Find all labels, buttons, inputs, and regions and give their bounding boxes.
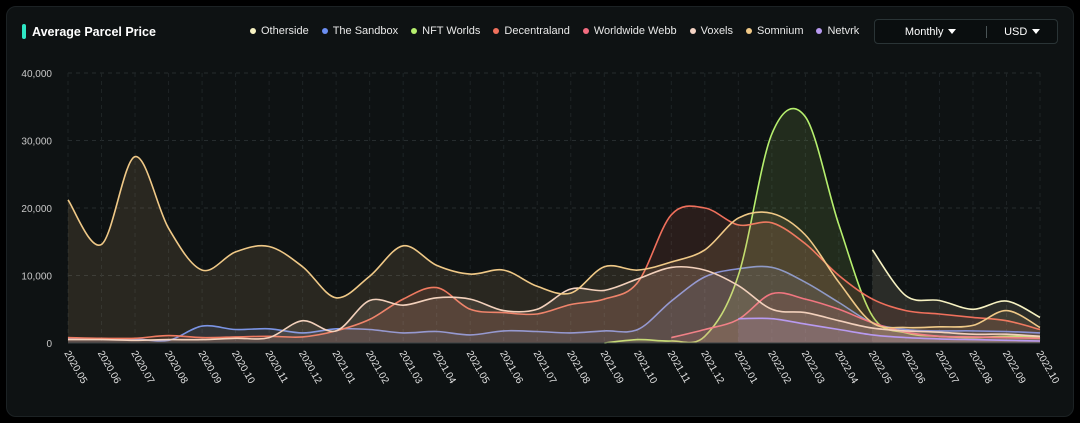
- legend-dot-icon: [689, 28, 696, 34]
- x-tick-label: 2021.04: [430, 349, 458, 386]
- controls-divider: [986, 25, 988, 38]
- x-tick-label: 2020.11: [263, 349, 290, 386]
- series-line-somnium[interactable]: [67, 155, 1041, 329]
- y-tick-label: 30,000: [21, 137, 52, 148]
- legend-label: Otherside: [261, 25, 309, 37]
- y-tick-label: 10,000: [21, 272, 52, 283]
- y-tick-label: 40,000: [21, 69, 52, 80]
- x-tick-label: 2020.12: [296, 349, 324, 386]
- chart-card: [6, 6, 1074, 417]
- grid: [67, 72, 1041, 344]
- legend-label: The Sandbox: [332, 25, 399, 37]
- x-tick-label: 2021.02: [363, 349, 391, 386]
- area-fill-somnium: [68, 156, 1040, 343]
- legend-dot-icon: [411, 28, 418, 34]
- x-tick-label: 2022.01: [732, 349, 760, 386]
- x-tick-label: 2021.05: [464, 349, 492, 386]
- area-fill-netvrk: [738, 318, 1040, 343]
- x-tick-label: 2022.09: [1000, 349, 1028, 386]
- legend-item-worldwide-webb[interactable]: Worldwide Webb: [582, 25, 677, 37]
- legend-item-the-sandbox[interactable]: The Sandbox: [321, 25, 399, 37]
- x-tick-label: 2021.11: [665, 349, 692, 386]
- x-tick-label: 2021.06: [497, 349, 525, 386]
- legend-dot-icon: [321, 28, 328, 34]
- x-tick-label: 2021.09: [598, 349, 626, 386]
- legend-item-decentraland[interactable]: Decentraland: [493, 25, 570, 37]
- x-tick-label: 2020.09: [195, 349, 223, 386]
- chart-legend: Otherside The Sandbox NFT Worlds Decentrala…: [250, 25, 872, 37]
- x-tick-label: 2020.10: [229, 349, 257, 386]
- period-select[interactable]: Monthly: [875, 20, 986, 43]
- x-tick-label: 2021.07: [531, 349, 559, 386]
- legend-item-netvrk[interactable]: Netvrk: [816, 25, 859, 37]
- legend-label: Worldwide Webb: [593, 25, 677, 37]
- legend-label: Decentraland: [504, 25, 570, 37]
- x-tick-label: 2022.06: [899, 349, 927, 386]
- series-voxels: [67, 265, 1041, 343]
- legend-dot-icon: [816, 28, 823, 34]
- chart-title: Average Parcel Price: [32, 24, 156, 39]
- caret-down-icon: [1032, 29, 1041, 34]
- currency-select[interactable]: USD: [987, 20, 1057, 43]
- chart-controls: Monthly USD: [874, 19, 1058, 44]
- period-select-value: Monthly: [904, 25, 944, 38]
- x-tick-label: 2020.08: [162, 349, 190, 386]
- x-tick-label: 2022.03: [799, 349, 827, 386]
- legend-label: Netvrk: [827, 25, 860, 37]
- area-fill-nft-worlds: [604, 108, 1040, 343]
- series-line-worldwide-webb[interactable]: [671, 291, 1041, 340]
- legend-item-somnium[interactable]: Somnium: [746, 25, 803, 37]
- legend-item-voxels[interactable]: Voxels: [689, 25, 734, 37]
- x-tick-label: 2022.04: [832, 349, 860, 386]
- series-decentraland: [67, 205, 1041, 343]
- x-tick-label: 2020.05: [61, 349, 89, 386]
- x-tick-label: 2021.08: [564, 349, 592, 386]
- series-line-voxels[interactable]: [67, 265, 1041, 342]
- title-accent-bar: [22, 24, 26, 39]
- series-somnium: [67, 155, 1041, 343]
- caret-down-icon: [948, 29, 957, 34]
- legend-label: Somnium: [757, 25, 804, 37]
- x-tick-label: 2020.07: [128, 349, 156, 386]
- x-tick-label: 2022.10: [1033, 349, 1061, 386]
- y-tick-label: 20,000: [21, 204, 52, 215]
- series-netvrk: [738, 317, 1041, 343]
- x-tick-label: 2021.03: [397, 349, 425, 386]
- legend-dot-icon: [493, 28, 500, 34]
- legend-label: Voxels: [700, 25, 734, 37]
- y-tick-label: 0: [46, 339, 52, 350]
- series-line-otherside[interactable]: [871, 249, 1041, 319]
- x-tick-label: 2021.12: [698, 349, 726, 386]
- chart-header: Average Parcel Price: [22, 24, 156, 39]
- legend-label: NFT Worlds: [422, 25, 481, 37]
- legend-item-nft-worlds[interactable]: NFT Worlds: [411, 25, 480, 37]
- series-line-netvrk[interactable]: [738, 317, 1041, 342]
- area-fill-the-sandbox: [68, 266, 1040, 343]
- legend-dot-icon: [250, 28, 256, 34]
- x-tick-label: 2022.05: [866, 349, 894, 386]
- x-tick-label: 2022.08: [966, 349, 994, 386]
- legend-item-otherside[interactable]: Otherside: [250, 25, 309, 37]
- currency-select-value: USD: [1004, 25, 1028, 38]
- x-tick-label: 2021.10: [631, 349, 659, 386]
- x-tick-label: 2022.02: [765, 349, 793, 386]
- legend-dot-icon: [582, 28, 589, 34]
- area-fill-voxels: [68, 266, 1040, 343]
- legend-dot-icon: [746, 28, 753, 34]
- x-tick-label: 2020.06: [95, 349, 123, 386]
- series-line-decentraland[interactable]: [67, 205, 1041, 340]
- x-tick-label: 2021.01: [330, 349, 358, 386]
- area-fill-decentraland: [68, 206, 1040, 343]
- x-tick-label: 2022.07: [933, 349, 961, 386]
